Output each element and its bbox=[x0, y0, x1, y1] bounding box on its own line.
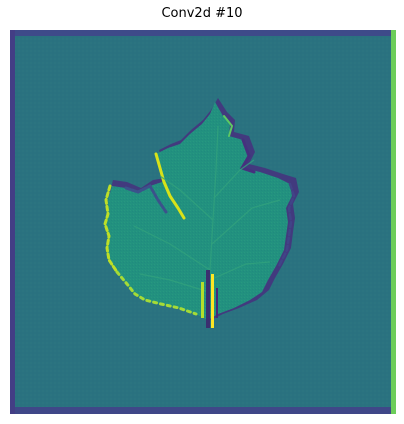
leaf-stem-bright bbox=[211, 274, 214, 328]
leaf-stem-side bbox=[201, 282, 204, 318]
map-right-border bbox=[391, 30, 396, 414]
map-bottom-border bbox=[10, 407, 396, 414]
leaf-stem-dark bbox=[206, 270, 210, 328]
leaf-highlight-left-lower bbox=[115, 270, 198, 316]
leaf-veins bbox=[133, 125, 281, 319]
leaf-highlight-inner-notch bbox=[154, 152, 186, 220]
feature-map-image bbox=[10, 30, 396, 414]
leaf-shadow-notch-left bbox=[124, 184, 168, 214]
leaf-shadow-right-edge bbox=[277, 182, 296, 268]
leaf-shadow-notch-right bbox=[239, 138, 256, 174]
leaf-highlight-left-upper bbox=[103, 184, 119, 274]
map-left-border bbox=[10, 30, 15, 414]
leaf-activation bbox=[103, 98, 299, 328]
leaf-highlight-upper-right bbox=[223, 115, 234, 137]
leaf-body bbox=[104, 102, 292, 320]
figure-title: Conv2d #10 bbox=[161, 6, 243, 21]
leaf-stem-side-dark bbox=[216, 288, 218, 318]
map-top-border bbox=[10, 30, 396, 36]
